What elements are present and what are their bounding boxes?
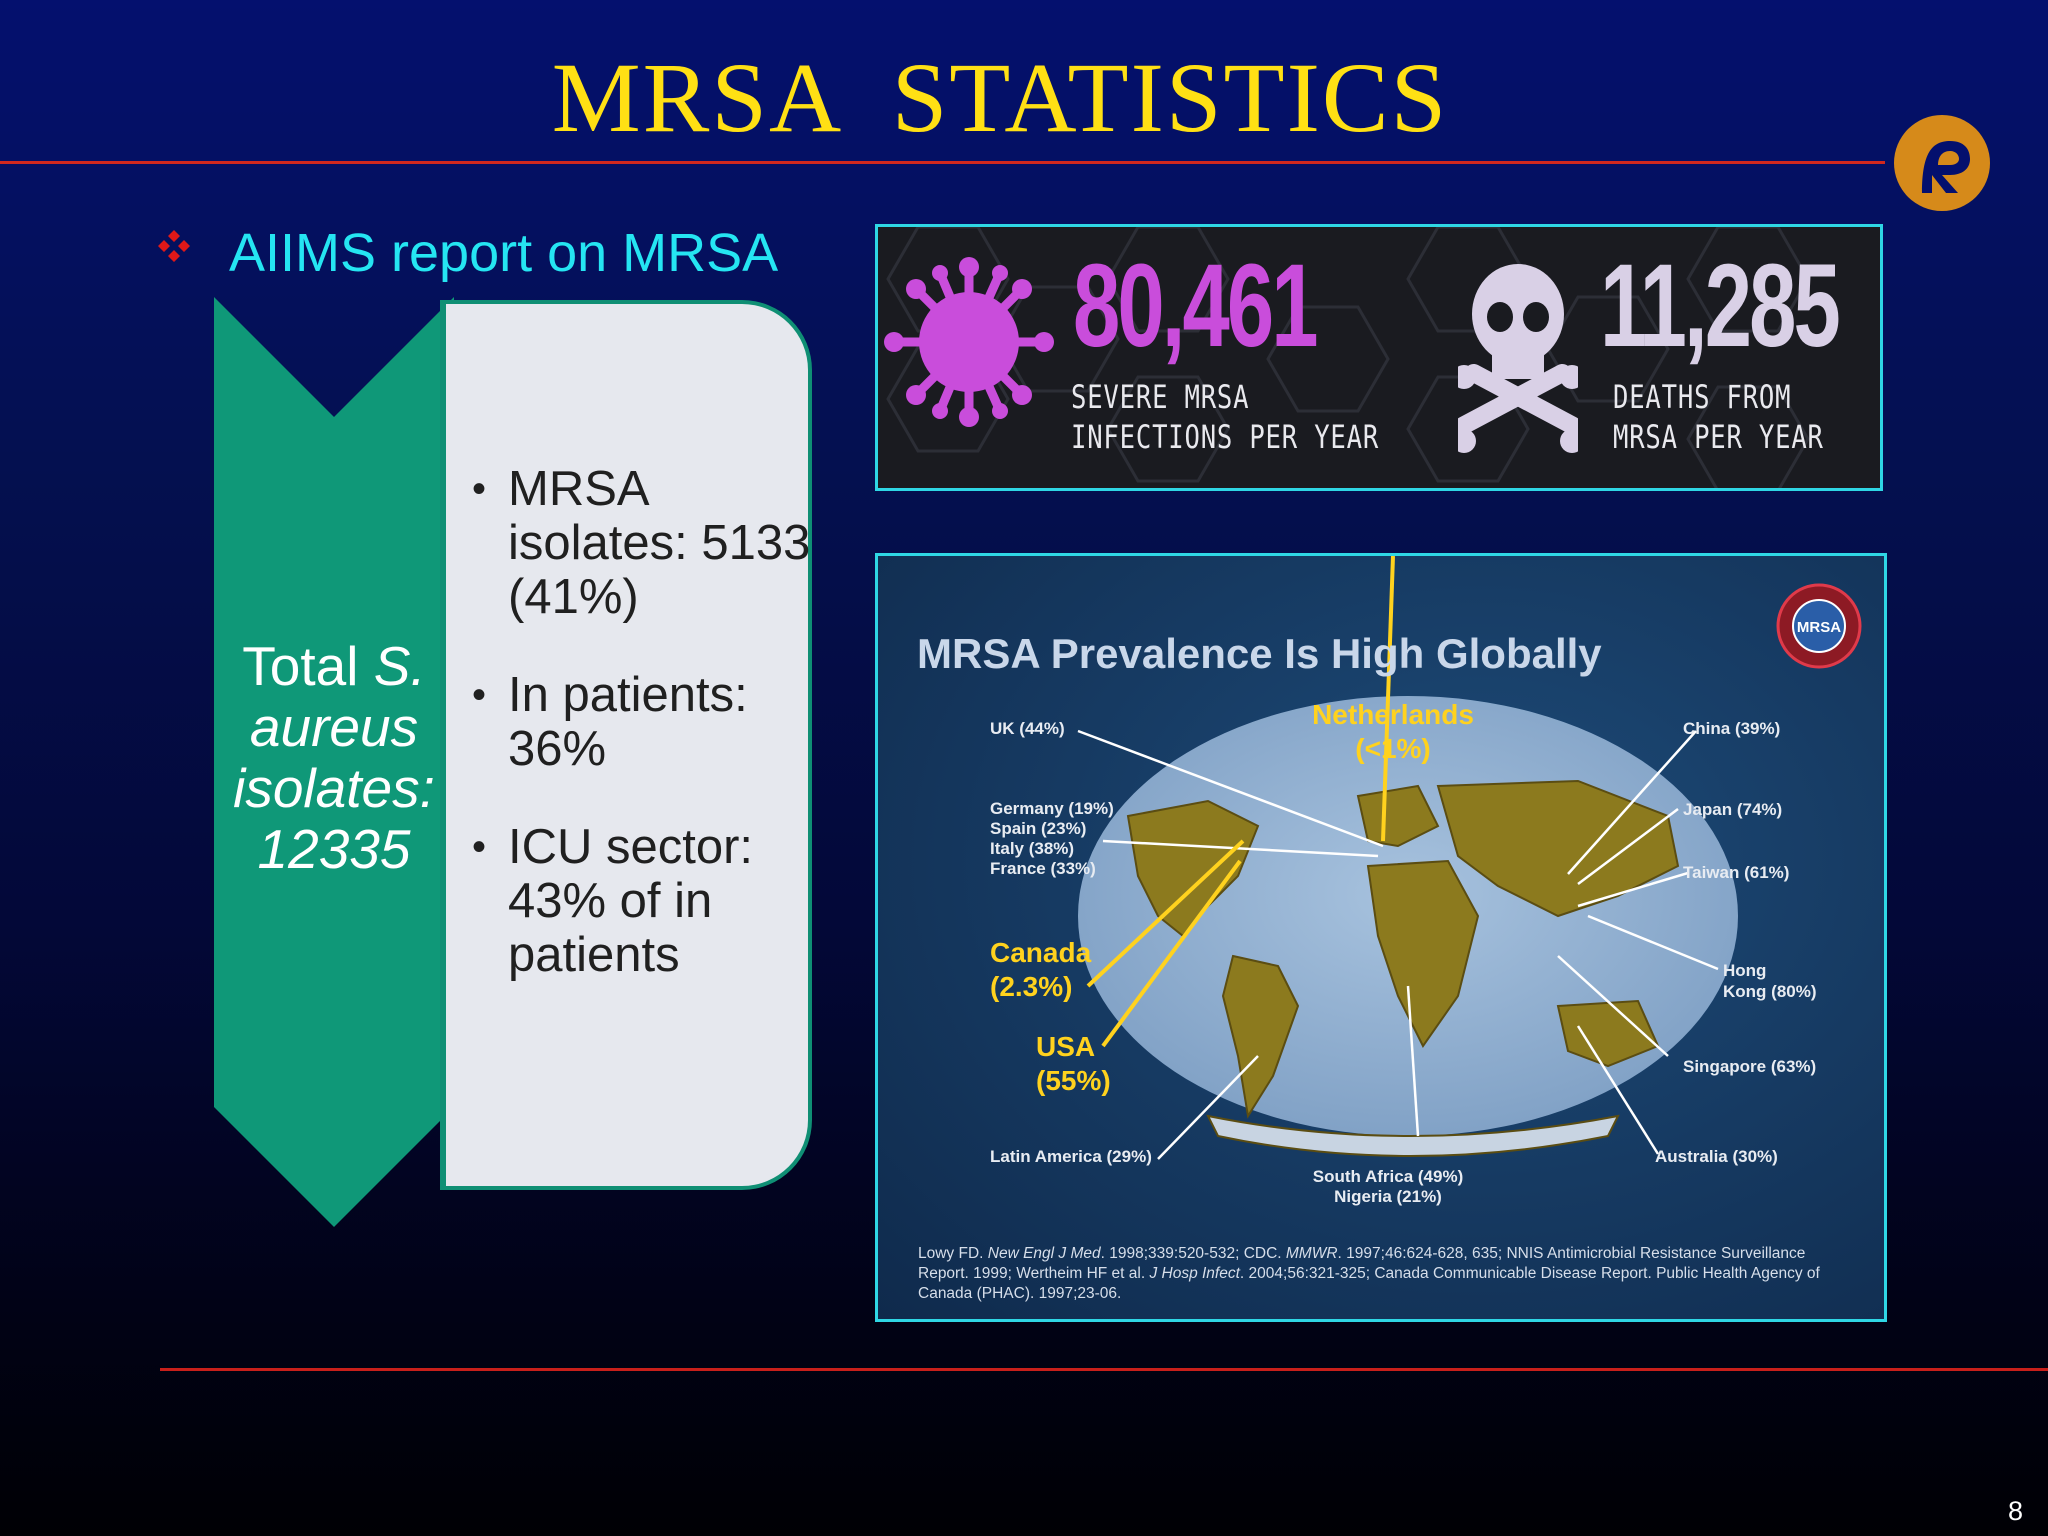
page-number: 8 (2008, 1496, 2024, 1526)
label-south-africa: South Africa (49%) (1312, 1167, 1464, 1186)
red-diamond-bullet-icon (158, 230, 190, 262)
severe-infections-caption-1: SEVERE MRSA (1071, 378, 1250, 416)
slide-title: MRSA STATISTICS (551, 42, 1449, 153)
label-uk: UK (44%) (990, 719, 1065, 738)
severe-infections-value: 80,461 (1073, 240, 1318, 372)
statistics-card: • MRSA isolates: 5133 (41%) • In patients:… (440, 300, 812, 1190)
label-italy: Italy (38%) (990, 839, 1075, 858)
severe-infections-caption-2: INFECTIONS PER YEAR (1071, 418, 1380, 456)
label-usa: USA (55%) (1036, 1031, 1111, 1096)
label-taiwan: Taiwan (61%) (1683, 863, 1790, 882)
statistics-list: • MRSA isolates: 5133 (41%) • In patients:… (472, 462, 812, 1026)
map-title: MRSA Prevalence Is High Globally (917, 630, 1602, 677)
label-hong-kong: Hong Kong (80%) (1723, 961, 1817, 1001)
bottom-divider (160, 1368, 2048, 1371)
label-line-1: Total (242, 635, 374, 697)
mrsa-infographic: 80,461 SEVERE MRSA INFECTIONS PER YEAR 1… (875, 224, 1883, 491)
bullet-text: AIIMS report on MRSA (229, 223, 779, 283)
green-chevron-shape (214, 297, 454, 1227)
list-item: • MRSA isolates: 5133 (41%) (472, 462, 811, 624)
total-isolates-label: Total S. aureus isolates: 12335 (218, 636, 450, 880)
deaths-caption-2: MRSA PER YEAR (1613, 418, 1824, 456)
list-item: • ICU sector: 43% of in patients (472, 820, 754, 982)
label-netherlands: Netherlands (<1%) (1312, 699, 1474, 764)
label-line-4: 12335 (257, 818, 411, 880)
label-spain: Spain (23%) (990, 819, 1087, 838)
label-japan: Japan (74%) (1683, 800, 1783, 819)
label-line-2: aureus (249, 696, 419, 758)
label-china: China (39%) (1683, 719, 1781, 738)
label-line-1-italic: S. (373, 635, 426, 697)
skull-crossbones-icon (1458, 264, 1578, 453)
label-australia: Australia (30%) (1655, 1147, 1778, 1166)
mrsa-consortium-seal-icon: MRSA (1776, 583, 1862, 669)
world-map-image (1077, 556, 1738, 1160)
mrsa-prevalence-map: MRSA Prevalence Is High Globally MRSA UK… (875, 553, 1887, 1322)
label-germany: Germany (19%) (990, 799, 1114, 818)
list-item: • In patients: 36% (472, 668, 748, 776)
map-references: Lowy FD. New Engl J Med. 1998;339:520-53… (918, 1245, 1820, 1302)
deaths-value: 11,285 (1600, 240, 1841, 372)
label-nigeria: Nigeria (21%) (1334, 1187, 1442, 1206)
label-latin-america: Latin America (29%) (990, 1147, 1152, 1166)
label-canada: Canada (2.3%) (990, 937, 1092, 1002)
svg-text:MRSA: MRSA (1797, 619, 1841, 636)
label-line-3: isolates: (233, 757, 435, 819)
company-logo-icon (1894, 115, 1990, 211)
label-france: France (33%) (990, 859, 1096, 878)
deaths-caption-1: DEATHS FROM (1613, 378, 1792, 416)
top-divider (0, 161, 1885, 164)
label-singapore: Singapore (63%) (1683, 1057, 1817, 1076)
virus-icon (884, 257, 1054, 427)
